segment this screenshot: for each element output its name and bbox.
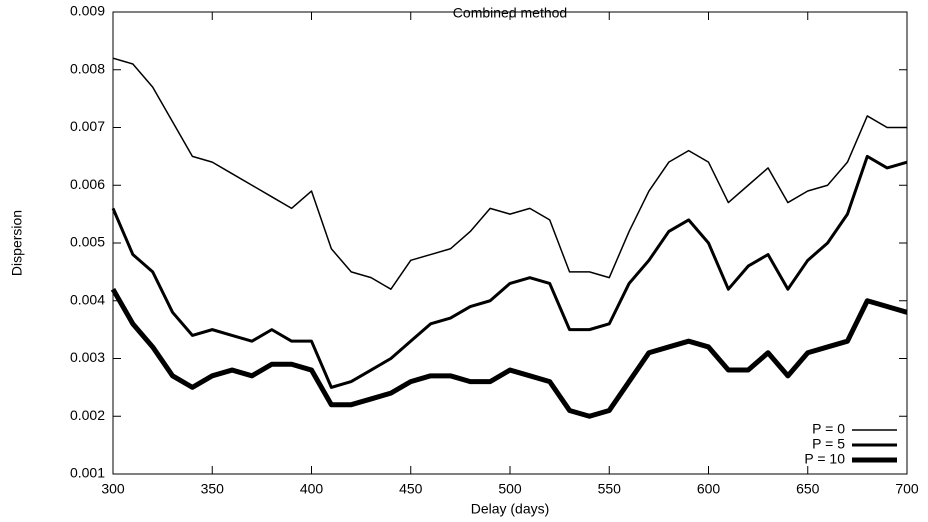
- x-tick-label: 350: [201, 481, 225, 497]
- y-tick-label: 0.009: [70, 3, 105, 19]
- y-tick-label: 0.003: [70, 349, 105, 365]
- x-tick-label: 650: [796, 481, 820, 497]
- series-line: [110, 287, 908, 419]
- x-tick-label: 500: [498, 481, 522, 497]
- y-axis-label: Dispersion: [9, 210, 25, 276]
- y-tick-label: 0.008: [70, 60, 105, 76]
- y-tick-label: 0.006: [70, 176, 105, 192]
- x-tick-label: 300: [101, 481, 125, 497]
- y-tick-label: 0.001: [70, 465, 105, 481]
- y-tick-label: 0.007: [70, 118, 105, 134]
- x-tick-label: 700: [895, 481, 919, 497]
- x-tick-label: 550: [598, 481, 622, 497]
- x-tick-label: 450: [399, 481, 423, 497]
- y-tick-label: 0.004: [70, 291, 105, 307]
- legend-label: P = 10: [804, 451, 845, 467]
- y-tick-label: 0.002: [70, 407, 105, 423]
- plot-frame: [112, 11, 908, 475]
- legend-label: P = 0: [812, 421, 845, 437]
- y-tick-label: 0.005: [70, 234, 105, 250]
- x-tick-label: 400: [300, 481, 324, 497]
- series-line: [111, 154, 908, 389]
- legend-label: P = 5: [812, 436, 845, 452]
- x-axis-label: Delay (days): [471, 501, 550, 517]
- series-line: [112, 57, 907, 290]
- x-tick-label: 600: [697, 481, 721, 497]
